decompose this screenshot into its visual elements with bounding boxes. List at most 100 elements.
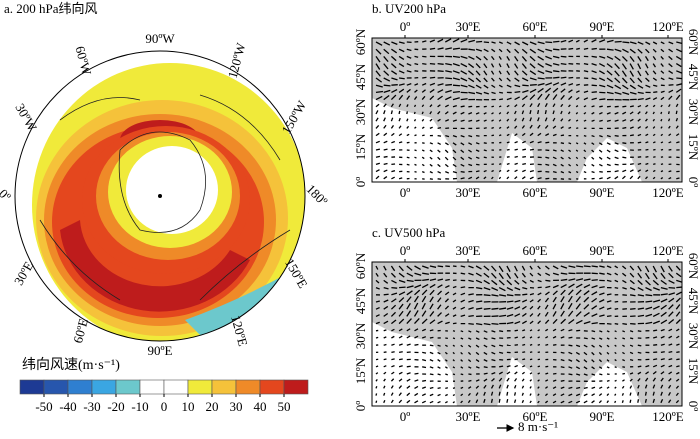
- wind-vector: [630, 164, 634, 165]
- wind-vector: [584, 120, 586, 121]
- wind-vector: [630, 331, 633, 332]
- reference-label: 8 m·s⁻¹: [518, 419, 558, 434]
- wind-vector: [507, 157, 510, 158]
- map-area: [372, 38, 682, 182]
- wind-vector: [468, 49, 475, 50]
- wind-vector: [376, 401, 377, 403]
- lat-label: 45ºN: [353, 63, 368, 90]
- lat-label: 30ºN: [353, 98, 368, 125]
- wind-vector: [461, 106, 465, 107]
- wind-vector: [553, 345, 556, 346]
- wind-vector: [615, 401, 616, 403]
- wind-vector: [522, 294, 527, 295]
- wind-vector: [376, 366, 378, 367]
- wind-vector: [476, 120, 479, 121]
- wind-vector: [515, 337, 518, 338]
- wind-vector: [592, 106, 595, 107]
- wind-vector: [499, 331, 503, 332]
- wind-vector: [391, 171, 395, 172]
- wind-vector: [622, 338, 624, 339]
- wind-vector: [622, 143, 626, 144]
- lat-label: 0º: [686, 177, 700, 188]
- wind-vector: [507, 164, 510, 165]
- wind-vector: [438, 128, 441, 129]
- wind-vector: [399, 178, 402, 179]
- wind-vector: [484, 157, 487, 158]
- colorbar-tick-label: 20: [206, 399, 219, 414]
- lon-label: 90ºE: [148, 343, 173, 358]
- wind-vector: [438, 374, 441, 375]
- wind-vector: [661, 294, 668, 295]
- colorbar-box: [260, 380, 284, 394]
- lat-label: 45ºN: [686, 64, 700, 91]
- wind-vector: [445, 388, 448, 389]
- lat-label: 45ºN: [686, 288, 700, 315]
- wind-vector: [484, 367, 488, 368]
- wind-vector: [430, 64, 435, 65]
- wind-vector: [638, 392, 639, 395]
- wind-vector: [561, 352, 565, 353]
- lon-label: 120ºW: [225, 41, 249, 80]
- wind-vector: [607, 324, 611, 325]
- wind-vector: [622, 128, 626, 129]
- wind-vector: [522, 149, 526, 150]
- wind-vector: [530, 359, 532, 360]
- wind-vector: [415, 164, 417, 165]
- wind-vector: [415, 157, 417, 158]
- wind-vector: [592, 323, 598, 324]
- wind-vector: [430, 374, 434, 375]
- wind-vector: [461, 338, 463, 339]
- wind-vector: [622, 150, 626, 151]
- colorbar-tick-label: 50: [278, 399, 291, 414]
- wind-vector: [384, 157, 388, 158]
- wind-vector: [561, 64, 567, 65]
- wind-vector: [438, 266, 443, 267]
- wind-vector: [399, 111, 400, 114]
- wind-vector: [422, 77, 426, 78]
- wind-vector: [676, 78, 682, 79]
- wind-vector: [653, 330, 657, 331]
- wind-vector: [415, 135, 417, 136]
- lon-label: 180º: [303, 181, 330, 208]
- wind-vector: [499, 366, 503, 367]
- wind-vector: [492, 338, 496, 339]
- wind-vector: [599, 106, 602, 107]
- wind-vector: [499, 135, 501, 136]
- wind-vector: [592, 136, 595, 137]
- wind-vector: [661, 359, 665, 360]
- wind-vector: [430, 345, 434, 346]
- wind-vector: [407, 366, 411, 367]
- wind-vector: [461, 99, 468, 100]
- wind-vector: [545, 373, 548, 374]
- wind-vector: [415, 373, 419, 374]
- lon-label: 90ºW: [145, 31, 175, 46]
- lon-label: 90ºE: [590, 185, 615, 200]
- lat-label: 15ºN: [353, 133, 368, 160]
- wind-vector: [468, 316, 473, 317]
- wind-vector: [461, 120, 465, 121]
- wind-vector: [561, 77, 567, 78]
- wind-vector: [615, 394, 616, 396]
- colorbar-tick-label: 30: [230, 399, 243, 414]
- wind-vector: [515, 330, 518, 331]
- wind-vector: [522, 345, 525, 346]
- wind-vector: [638, 163, 641, 164]
- lon-label: 120ºE: [652, 243, 684, 258]
- wind-vector: [538, 344, 540, 345]
- wind-vector: [646, 142, 649, 143]
- wind-vector: [545, 42, 552, 43]
- wind-vector: [576, 172, 578, 173]
- wind-vector: [553, 77, 559, 78]
- wind-vector: [576, 143, 578, 144]
- wind-vector: [584, 71, 588, 72]
- wind-vector: [646, 149, 649, 150]
- wind-vector: [445, 85, 452, 86]
- wind-vector: [599, 99, 605, 100]
- wind-vector: [653, 149, 655, 150]
- wind-vector: [553, 49, 559, 50]
- wind-vector: [461, 374, 463, 375]
- wind-vector: [622, 400, 623, 402]
- wind-vector: [638, 142, 641, 143]
- wind-vector: [453, 395, 455, 396]
- wind-vector: [391, 359, 394, 360]
